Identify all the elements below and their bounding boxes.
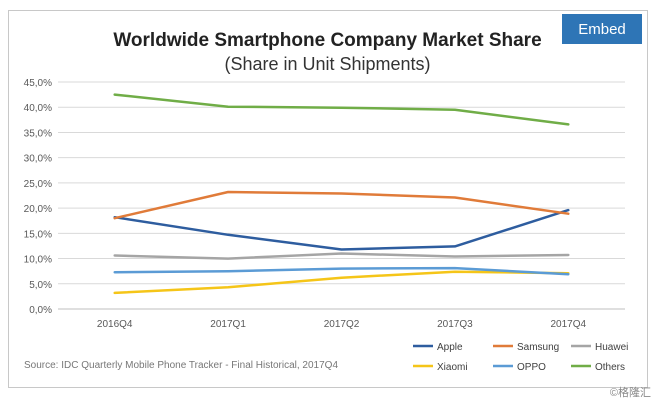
y-tick-label: 35,0% (24, 128, 52, 139)
series-line-xiaomi (113, 270, 570, 295)
legend-label: Others (595, 362, 625, 373)
x-tick-label: 2016Q4 (97, 319, 133, 330)
chart-subtitle: (Share in Unit Shipments) (224, 54, 431, 74)
chart-source: Source: IDC Quarterly Mobile Phone Track… (24, 360, 339, 371)
legend-label: OPPO (517, 362, 546, 373)
chart-title: Worldwide Smartphone Company Market Shar… (113, 30, 542, 51)
chart-frame (8, 10, 648, 388)
y-tick-label: 20,0% (24, 204, 52, 215)
legend-label: Huawei (595, 342, 628, 353)
y-tick-label: 25,0% (24, 179, 52, 190)
x-tick-label: 2017Q3 (437, 319, 473, 330)
x-tick-label: 2017Q4 (551, 319, 587, 330)
y-tick-label: 15,0% (24, 229, 52, 240)
x-tick-label: 2017Q2 (324, 319, 360, 330)
y-tick-label: 0,0% (29, 305, 52, 316)
y-tick-label: 45,0% (24, 78, 52, 89)
watermark: ©格隆汇 (609, 387, 651, 399)
y-tick-label: 10,0% (24, 255, 52, 266)
embed-button[interactable]: Embed (562, 14, 642, 44)
series-line-huawei (113, 252, 570, 260)
y-tick-label: 5,0% (29, 280, 52, 291)
y-tick-label: 30,0% (24, 154, 52, 165)
series-line-samsung (113, 190, 570, 220)
x-tick-label: 2017Q1 (210, 319, 246, 330)
series-line-others (113, 93, 570, 126)
legend-label: Samsung (517, 342, 559, 353)
series-line-apple (113, 208, 570, 251)
series-line-oppo (113, 266, 570, 276)
legend-label: Xiaomi (437, 362, 468, 373)
legend-label: Apple (437, 342, 463, 353)
y-tick-label: 40,0% (24, 103, 52, 114)
